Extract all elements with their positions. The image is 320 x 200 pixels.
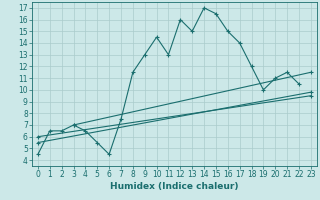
X-axis label: Humidex (Indice chaleur): Humidex (Indice chaleur) bbox=[110, 182, 239, 191]
